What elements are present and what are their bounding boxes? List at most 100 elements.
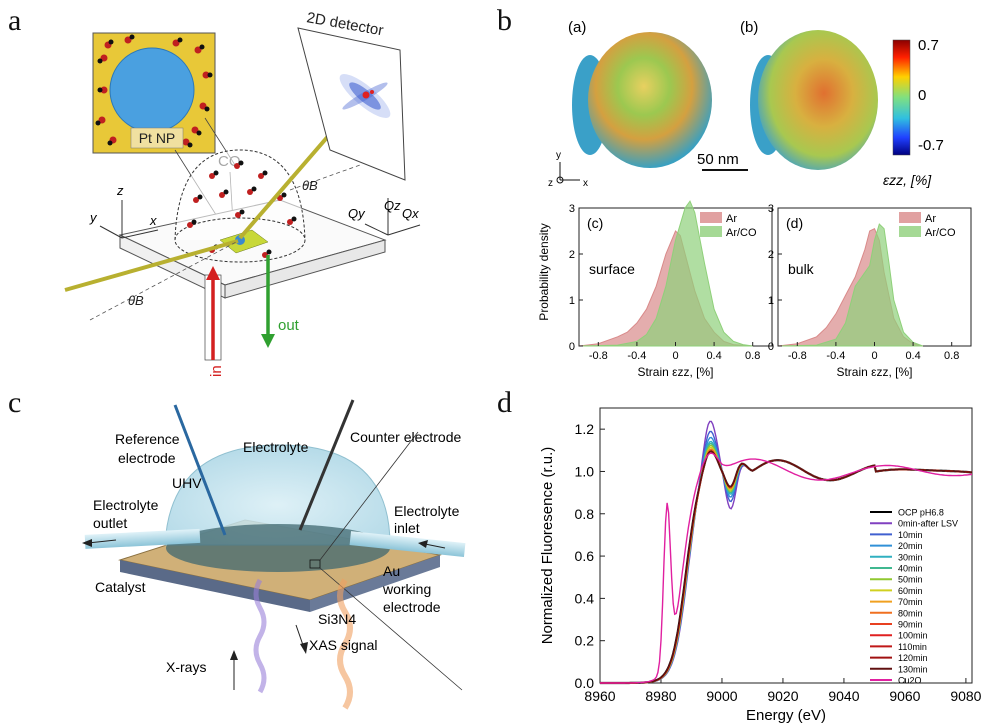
legend-label: 80min	[898, 608, 923, 618]
legend-label: Ar	[925, 213, 936, 225]
legend-label: Ar/CO	[726, 227, 757, 239]
c-reference-label: Reference	[115, 431, 180, 447]
inlet-tube	[349, 531, 466, 558]
legend-label: Ar/CO	[925, 227, 956, 239]
subplot-annotation: bulk	[788, 261, 815, 277]
axis-y-label: y	[89, 210, 98, 225]
legend-label: 30min	[898, 552, 923, 562]
subplot-label: (c)	[587, 215, 603, 231]
legend-label: 130min	[898, 664, 928, 674]
colorbar-min: -0.7	[918, 137, 944, 154]
panel-letter-c: c	[8, 386, 22, 419]
diffraction-pattern	[339, 74, 391, 118]
x-tick-label: 9020	[767, 688, 798, 704]
out-label: out	[278, 317, 300, 334]
c-electrolyte-label: Electrolyte	[243, 439, 309, 455]
y-tick-label: 2	[569, 249, 575, 261]
pt-nanoparticle	[109, 47, 195, 133]
colorbar-label: εzz, [%]	[883, 172, 932, 188]
counter-electrode	[298, 399, 355, 531]
legend-label: 120min	[898, 653, 928, 663]
x-axis-label: Energy (eV)	[746, 707, 826, 724]
c-counter-label: Counter electrode	[350, 429, 462, 445]
legend-label: 100min	[898, 631, 928, 641]
b-axis-y: y	[556, 150, 561, 161]
x-tick-label: 0.8	[745, 350, 760, 362]
panel-letter-a: a	[8, 4, 22, 37]
theta-b-top: θB	[302, 178, 318, 193]
qx-label: Qx	[402, 206, 419, 221]
axis-x-label: x	[149, 213, 157, 228]
electrolyte-dome	[164, 444, 391, 546]
outlet-tube	[84, 528, 201, 549]
co-molecules-inset	[98, 36, 210, 146]
y-tick-label: 1	[569, 295, 575, 307]
legend-label: 90min	[898, 620, 923, 630]
x-tick-label: 8980	[645, 688, 676, 704]
series-area-arco	[578, 200, 753, 347]
xas-chart: 8960 8980 9000 9020 9040 9060 9080 0.0 0.2 0.4 0.6…	[539, 407, 982, 724]
y-tick-label: 3	[569, 203, 575, 215]
x-tick-label: 0.4	[706, 350, 721, 362]
b-axis-z: z	[548, 178, 553, 189]
subplot-annotation: surface	[589, 261, 635, 277]
colorbar-mid: 0	[918, 87, 926, 104]
x-tick-label: 9000	[706, 688, 737, 704]
legend-label: Cu2O	[898, 676, 922, 686]
c-si3n4-label: Si3N4	[318, 611, 356, 627]
y-tick-label: 0	[768, 341, 774, 353]
incident-beam	[64, 239, 239, 292]
c-au-label-2: working	[382, 581, 431, 597]
legend-label: Ar	[726, 213, 737, 225]
c-catalyst-label: Catalyst	[95, 579, 146, 595]
y-axis-label: Normalized Fluoresence (r.u.)	[539, 447, 556, 645]
legend-label: 110min	[898, 642, 927, 652]
x-tick-label: 9040	[828, 688, 859, 704]
b-axis-x: x	[583, 178, 588, 189]
y-tick-label: 0.6	[575, 548, 595, 564]
x-tick-label: 0.4	[905, 350, 920, 362]
in-label: in	[208, 365, 225, 377]
x-tick-label: -0.4	[826, 350, 845, 362]
x-axis-label: Strain εzz, [%]	[637, 365, 713, 379]
theta-b-bottom: θB	[128, 293, 144, 308]
panel-a: Pt NP CO	[64, 9, 421, 377]
series-line	[600, 452, 973, 684]
detector-2d	[297, 27, 406, 181]
x-tick-label: 8960	[584, 688, 615, 704]
xas-wave	[337, 578, 353, 710]
x-tick-label: 0	[871, 350, 877, 362]
legend-label: 20min	[898, 541, 923, 551]
strain-chart-surface: -0.8 -0.4 0 0.4 0.8 0 1 2 3 (c) surface Ar Ar/CO Stra…	[569, 200, 773, 379]
panel-letter-b: b	[497, 4, 512, 37]
c-xrays-label: X-rays	[166, 659, 206, 675]
y-tick-label: 0.8	[575, 506, 595, 522]
c-outlet-label-1: Electrolyte	[93, 497, 159, 513]
legend-swatch	[899, 226, 921, 237]
y-tick-label: 2	[768, 249, 774, 261]
y-tick-label: 0.2	[575, 633, 595, 649]
y-tick-label: 0.4	[575, 590, 595, 606]
x-tick-label: 0	[672, 350, 678, 362]
panel-c: Reference electrode Electrolyte Counter …	[82, 399, 466, 710]
c-au-label-1: Au	[383, 563, 400, 579]
pt-np-label: Pt NP	[139, 130, 176, 146]
nanoparticle-a	[572, 32, 712, 168]
qz-label: Qz	[384, 198, 401, 213]
legend-label: 0min-after LSV	[898, 519, 958, 529]
c-uhv-label: UHV	[172, 475, 202, 491]
x-tick-label: -0.8	[589, 350, 608, 362]
c-outlet-label-2: outlet	[93, 515, 127, 531]
panel-b: (a) (b) 0.7 0 -0.7 εzz, [%] 50 nm y z x …	[537, 19, 972, 379]
colorbar-max: 0.7	[918, 37, 939, 54]
sub-b-label: (b)	[740, 19, 758, 36]
subplot-label: (d)	[786, 215, 803, 231]
xray-wave	[253, 578, 267, 694]
colorbar	[892, 39, 911, 156]
y-tick-label: 0.0	[575, 675, 595, 691]
x-axis-label: Strain εzz, [%]	[836, 365, 912, 379]
c-inlet-label-2: inlet	[394, 520, 420, 536]
x-tick-label: 9060	[889, 688, 920, 704]
x-tick-label: 0.8	[944, 350, 959, 362]
y-tick-label: 1.2	[575, 421, 595, 437]
